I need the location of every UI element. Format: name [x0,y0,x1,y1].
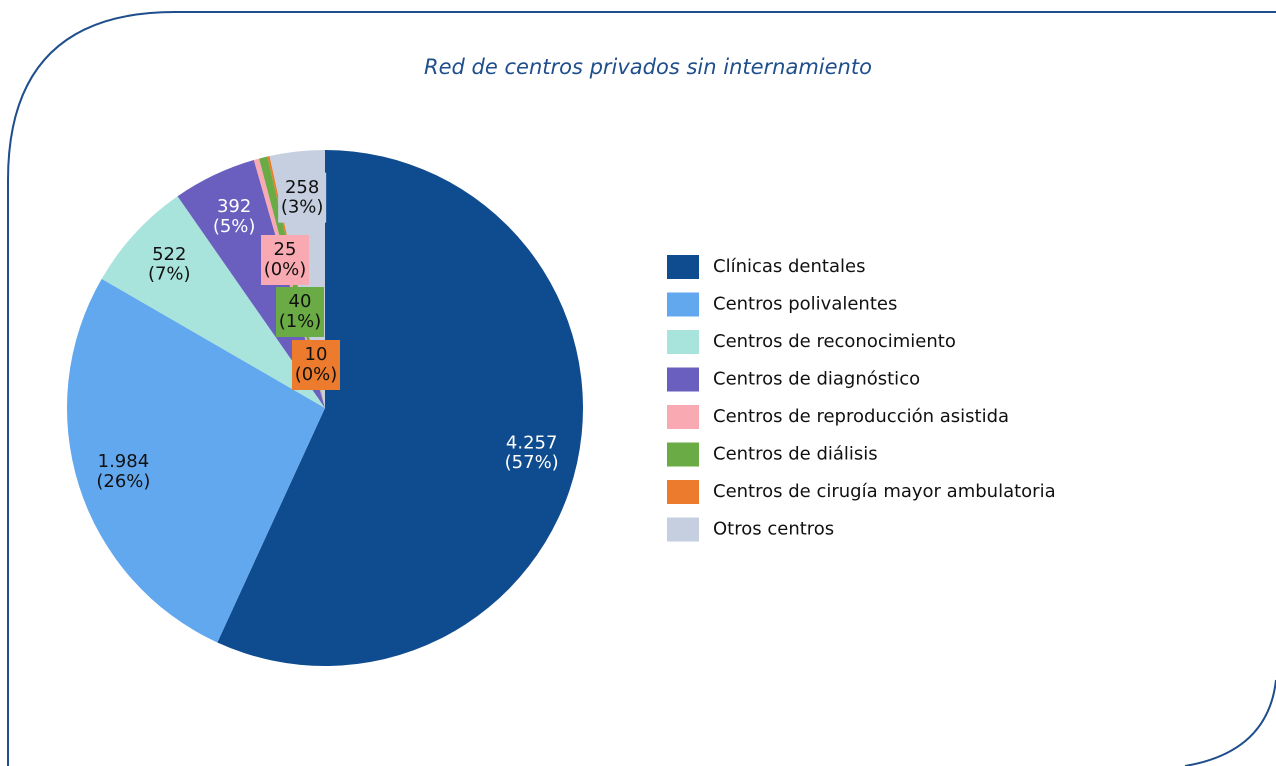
legend-label: Clínicas dentales [713,256,865,277]
legend-label: Centros de reproducción asistida [713,406,1009,427]
legend-label: Centros de diagnóstico [713,369,920,390]
percentage-label: (3%) [281,197,324,218]
label-box [261,235,309,285]
legend-swatch [667,330,699,354]
legend-swatch [667,292,699,317]
percentage-label: (0%) [295,364,338,385]
value-label: 4.257 [506,432,558,453]
pie-slice [217,150,584,666]
data-label: 25 (0%) [264,239,307,280]
legend-label: Centros de cirugía mayor ambulatoria [713,481,1056,502]
data-label: 522 (7%) [148,244,191,285]
legend-label: Centros polivalentes [713,294,897,315]
data-label: 392 (5%) [213,196,256,237]
legend-swatch [667,442,699,467]
pie-slice [177,160,325,408]
value-label: 25 [274,239,297,260]
legend-swatch [667,405,699,429]
label-box [292,340,340,390]
data-label: 4.257 (57%) [505,432,559,473]
data-label: 258 (3%) [281,177,324,218]
percentage-label: (7%) [148,264,191,285]
data-label: 40 (1%) [279,291,322,332]
label-box [276,287,324,337]
frame-corner [1184,679,1276,766]
percentage-label: (1%) [279,311,322,332]
percentage-label: (5%) [213,216,256,237]
pie-slice [67,278,325,643]
legend-swatch [667,367,699,392]
legend-swatch [667,517,699,542]
legend-swatch [667,255,699,279]
legend-swatch [667,480,699,504]
percentage-label: (0%) [264,259,307,280]
percentage-label: (26%) [96,471,150,492]
value-label: 40 [289,291,312,312]
label-box [278,172,327,223]
data-label: 1.984 (26%) [96,451,150,492]
legend-label: Otros centros [713,519,834,540]
value-label: 1.984 [98,451,150,472]
pie-slice [101,196,325,408]
value-label: 392 [217,196,251,217]
data-label: 10 (0%) [295,344,338,385]
legend-label: Centros de reconocimiento [713,331,956,352]
legend-label: Centros de diálisis [713,444,878,465]
frame-top [7,11,1276,766]
chart-title: Red de centros privados sin internamient… [424,55,872,79]
percentage-label: (57%) [505,452,559,473]
value-label: 10 [305,344,328,365]
value-label: 258 [285,177,319,198]
value-label: 522 [152,244,186,265]
